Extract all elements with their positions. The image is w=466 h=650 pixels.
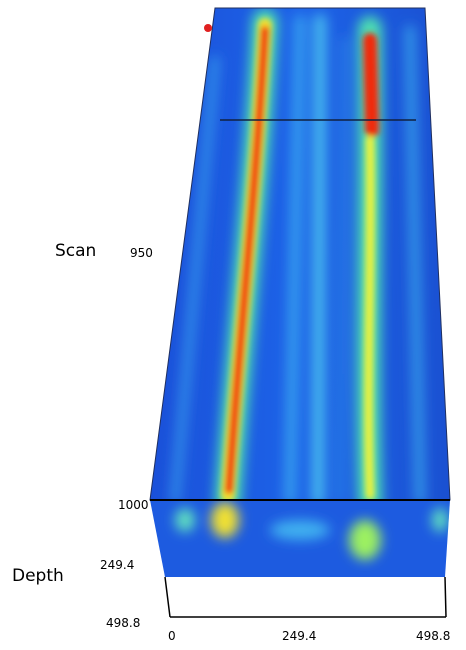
tick-label: 249.4 (100, 558, 134, 572)
marker (204, 24, 212, 32)
axis-label: Scan (55, 241, 96, 261)
bounding-box (165, 577, 446, 617)
volume-top (140, 0, 460, 510)
tick-label: 249.4 (282, 629, 316, 643)
tick-label: 1000 (118, 498, 149, 512)
volume-view: Scan 950 1000 Depth 249.4 498.8 0 249.4 … (0, 0, 466, 650)
tick-label: 0 (168, 629, 176, 643)
tick-label: 498.8 (416, 629, 450, 643)
tick-label: 498.8 (106, 616, 140, 630)
volume-front (140, 495, 460, 585)
axis-label: Depth (12, 566, 64, 586)
tick-label: 950 (130, 246, 153, 260)
page: Scan 950 1000 Depth 249.4 498.8 0 249.4 … (0, 0, 466, 650)
